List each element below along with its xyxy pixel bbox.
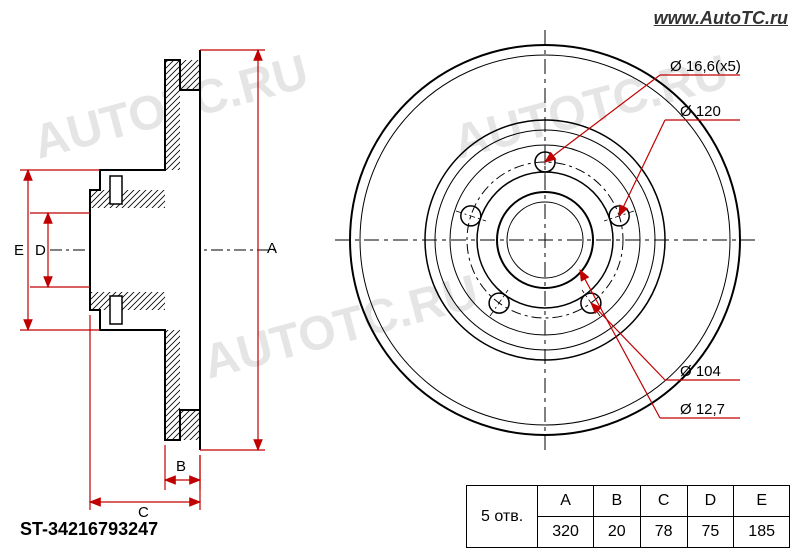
front-view (335, 30, 755, 450)
technical-drawing (0, 0, 800, 558)
side-view (50, 50, 280, 450)
